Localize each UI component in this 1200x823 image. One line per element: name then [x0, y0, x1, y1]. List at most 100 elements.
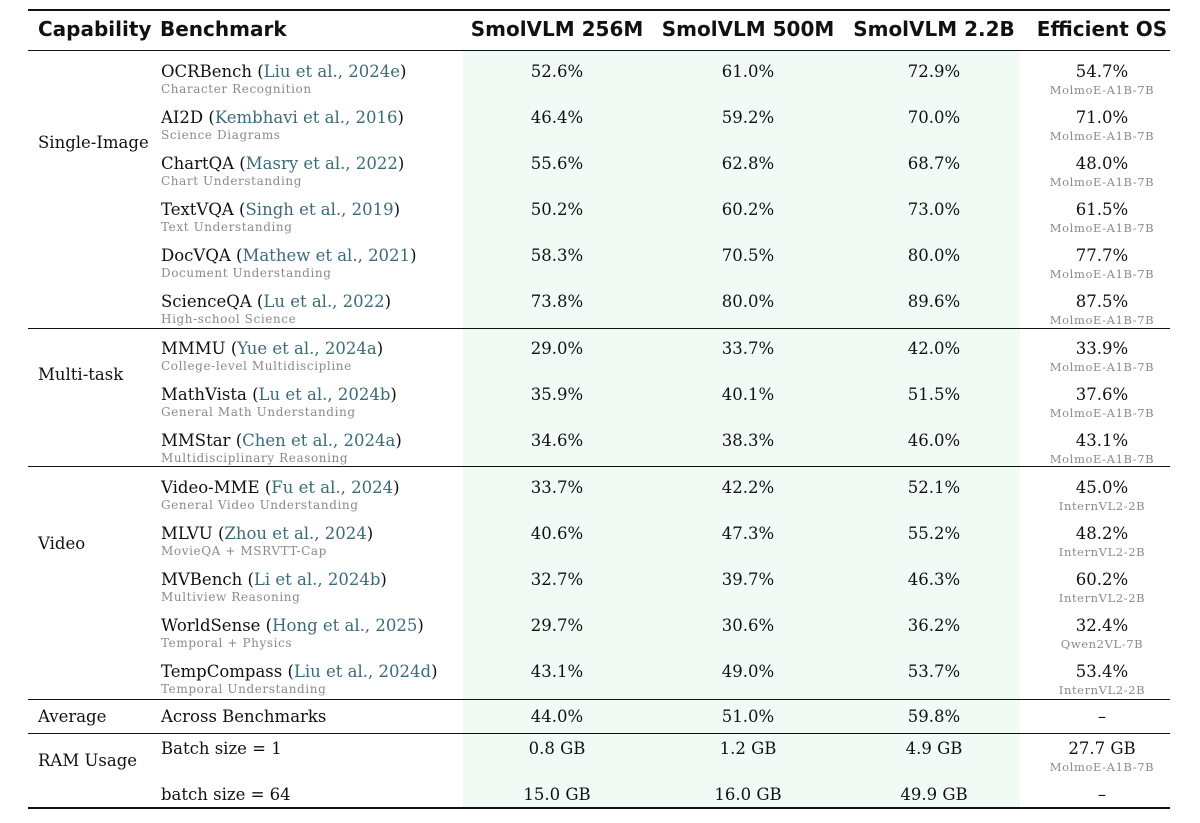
score-efficient-os: 37.6% [1075, 385, 1129, 404]
benchmark-title: ScienceQA [161, 292, 252, 311]
score-500m: 49.0% [721, 662, 775, 681]
score-2-2b: 89.6% [907, 292, 961, 311]
benchmark-subtitle: Chart Understanding [161, 174, 302, 188]
score-efficient-os: 32.4% [1075, 616, 1129, 635]
benchmark-title: MMStar [161, 431, 231, 450]
score-500m: 40.1% [721, 385, 775, 404]
benchmark-title: TextVQA [161, 200, 234, 219]
score-efficient-os: 48.2% [1075, 524, 1129, 543]
benchmark-subtitle: High-school Science [161, 312, 297, 326]
ram-256m: 0.8 GB [528, 739, 586, 758]
score-256m: 43.1% [530, 662, 584, 681]
group-ram-usage: RAM Usage [38, 751, 138, 770]
benchmark-citation[interactable]: Chen et al., 2024a [242, 431, 396, 450]
ram-bench-label: Batch size = 1 [161, 739, 282, 758]
benchmark-citation[interactable]: Li et al., 2024b [253, 570, 381, 589]
score-efficient-os: 45.0% [1075, 478, 1129, 497]
average-bench-label: Across Benchmarks [161, 707, 327, 726]
score-2-2b: 53.7% [907, 662, 961, 681]
header-capability: Capability [38, 17, 152, 41]
benchmark-subtitle: Character Recognition [161, 82, 312, 96]
score-2-2b: 70.0% [907, 108, 961, 127]
score-2-2b: 68.7% [907, 154, 961, 173]
video-average-rule [28, 699, 1170, 700]
benchmark-subtitle: Multidisciplinary Reasoning [161, 451, 349, 465]
benchmark-citation[interactable]: Fu et al., 2024 [271, 478, 394, 497]
header-efficient-os: Efficient OS [1036, 17, 1168, 41]
benchmark-name: TextVQA (Singh et al., 2019) [161, 200, 401, 219]
efficient-os-model: MolmoE-A1B-7B [1049, 129, 1155, 143]
efficient-os-model: MolmoE-A1B-7B [1049, 221, 1155, 235]
score-2-2b: 46.3% [907, 570, 961, 589]
score-256m: 35.9% [530, 385, 584, 404]
score-2-2b: 72.9% [907, 62, 961, 81]
efficient-os-model: MolmoE-A1B-7B [1049, 360, 1155, 374]
benchmark-name: AI2D (Kembhavi et al., 2016) [161, 108, 404, 127]
score-2-2b: 42.0% [907, 339, 961, 358]
header-benchmark: Benchmark [160, 17, 287, 41]
benchmark-citation[interactable]: Liu et al., 2024d [293, 662, 432, 681]
benchmark-citation[interactable]: Masry et al., 2022 [245, 154, 398, 173]
benchmark-citation[interactable]: Liu et al., 2024e [263, 62, 401, 81]
group-single-image: Single-Image [38, 133, 149, 152]
benchmark-citation[interactable]: Singh et al., 2019 [245, 200, 394, 219]
score-efficient-os: 48.0% [1075, 154, 1129, 173]
score-efficient-os: 53.4% [1075, 662, 1129, 681]
score-500m: 62.8% [721, 154, 775, 173]
benchmark-subtitle: College-level Multidiscipline [161, 359, 352, 373]
ram-efficient-os-model: MolmoE-A1B-7B [1049, 760, 1155, 774]
ram-2-2b: 49.9 GB [900, 785, 968, 804]
benchmark-name: MMMU (Yue et al., 2024a) [161, 339, 384, 358]
score-256m: 73.8% [530, 292, 584, 311]
ram-500m: 16.0 GB [714, 785, 782, 804]
efficient-os-model: Qwen2VL-7B [1060, 637, 1144, 651]
benchmark-citation[interactable]: Kembhavi et al., 2016 [214, 108, 398, 127]
header-rule [28, 50, 1170, 51]
ram-efficient-os: 27.7 GB [1068, 739, 1136, 758]
benchmark-subtitle: Text Understanding [161, 220, 293, 234]
benchmark-citation[interactable]: Yue et al., 2024a [237, 339, 377, 358]
single-multi-rule [28, 328, 1170, 329]
score-500m: 47.3% [721, 524, 775, 543]
benchmark-name: MMStar (Chen et al., 2024a) [161, 431, 402, 450]
score-256m: 29.0% [530, 339, 584, 358]
benchmark-subtitle: General Video Understanding [161, 498, 359, 512]
efficient-os-model: MolmoE-A1B-7B [1049, 313, 1155, 327]
efficient-os-model: MolmoE-A1B-7B [1049, 175, 1155, 189]
efficient-os-model: MolmoE-A1B-7B [1049, 83, 1155, 97]
score-500m: 39.7% [721, 570, 775, 589]
score-500m: 42.2% [721, 478, 775, 497]
benchmark-name: OCRBench (Liu et al., 2024e) [161, 62, 407, 81]
benchmark-citation[interactable]: Lu et al., 2024b [258, 385, 391, 404]
ram-256m: 15.0 GB [523, 785, 591, 804]
benchmark-citation[interactable]: Lu et al., 2022 [263, 292, 385, 311]
benchmark-subtitle: Document Understanding [161, 266, 332, 280]
score-256m: 33.7% [530, 478, 584, 497]
efficient-os-model: MolmoE-A1B-7B [1049, 406, 1155, 420]
score-efficient-os: 87.5% [1075, 292, 1129, 311]
score-256m: 46.4% [530, 108, 584, 127]
ram-bench-label: batch size = 64 [161, 785, 291, 804]
benchmark-subtitle: Multiview Reasoning [161, 590, 301, 604]
benchmark-title: WorldSense [161, 616, 261, 635]
benchmark-name: Video-MME (Fu et al., 2024) [161, 478, 400, 497]
ram-efficient-os: – [1097, 785, 1107, 804]
benchmark-citation[interactable]: Hong et al., 2025 [272, 616, 418, 635]
benchmark-title: MVBench [161, 570, 243, 589]
benchmark-name: ScienceQA (Lu et al., 2022) [161, 292, 392, 311]
score-2-2b: 36.2% [907, 616, 961, 635]
score-500m: 33.7% [721, 339, 775, 358]
score-500m: 80.0% [721, 292, 775, 311]
benchmark-citation[interactable]: Zhou et al., 2024 [224, 524, 367, 543]
benchmark-subtitle: Temporal + Physics [161, 636, 293, 650]
header-smolvlm-2-2b: SmolVLM 2.2B [853, 17, 1015, 41]
benchmark-citation[interactable]: Mathew et al., 2021 [242, 246, 411, 265]
score-2-2b: 73.0% [907, 200, 961, 219]
benchmark-title: DocVQA [161, 246, 231, 265]
benchmark-title: MathVista [161, 385, 247, 404]
benchmark-subtitle: MovieQA + MSRVTT-Cap [161, 544, 327, 558]
score-500m: 38.3% [721, 431, 775, 450]
average-efficient-os: – [1097, 707, 1107, 726]
score-2-2b: 55.2% [907, 524, 961, 543]
efficient-os-model: InternVL2-2B [1058, 683, 1146, 697]
